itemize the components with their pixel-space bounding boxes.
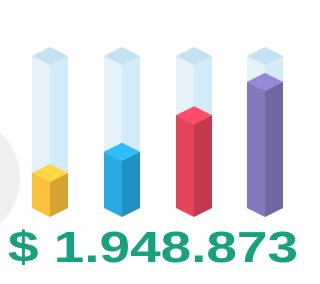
- bar-left: [104, 152, 122, 217]
- bar-right: [194, 115, 212, 217]
- bar: [247, 73, 283, 217]
- bar-right: [265, 82, 283, 217]
- page: $ 1.948.873 (() => { const data = JSON.p…: [0, 0, 320, 284]
- bar: [104, 143, 140, 217]
- background-circle: [0, 116, 20, 240]
- bars: [32, 47, 283, 217]
- chart: $ 1.948.873: [0, 0, 306, 284]
- bar: [176, 106, 212, 217]
- bar-right: [122, 152, 140, 217]
- total-amount: $ 1.948.873: [8, 223, 298, 272]
- bar-left: [247, 82, 265, 217]
- bar: [32, 164, 68, 217]
- bar-left: [176, 115, 194, 217]
